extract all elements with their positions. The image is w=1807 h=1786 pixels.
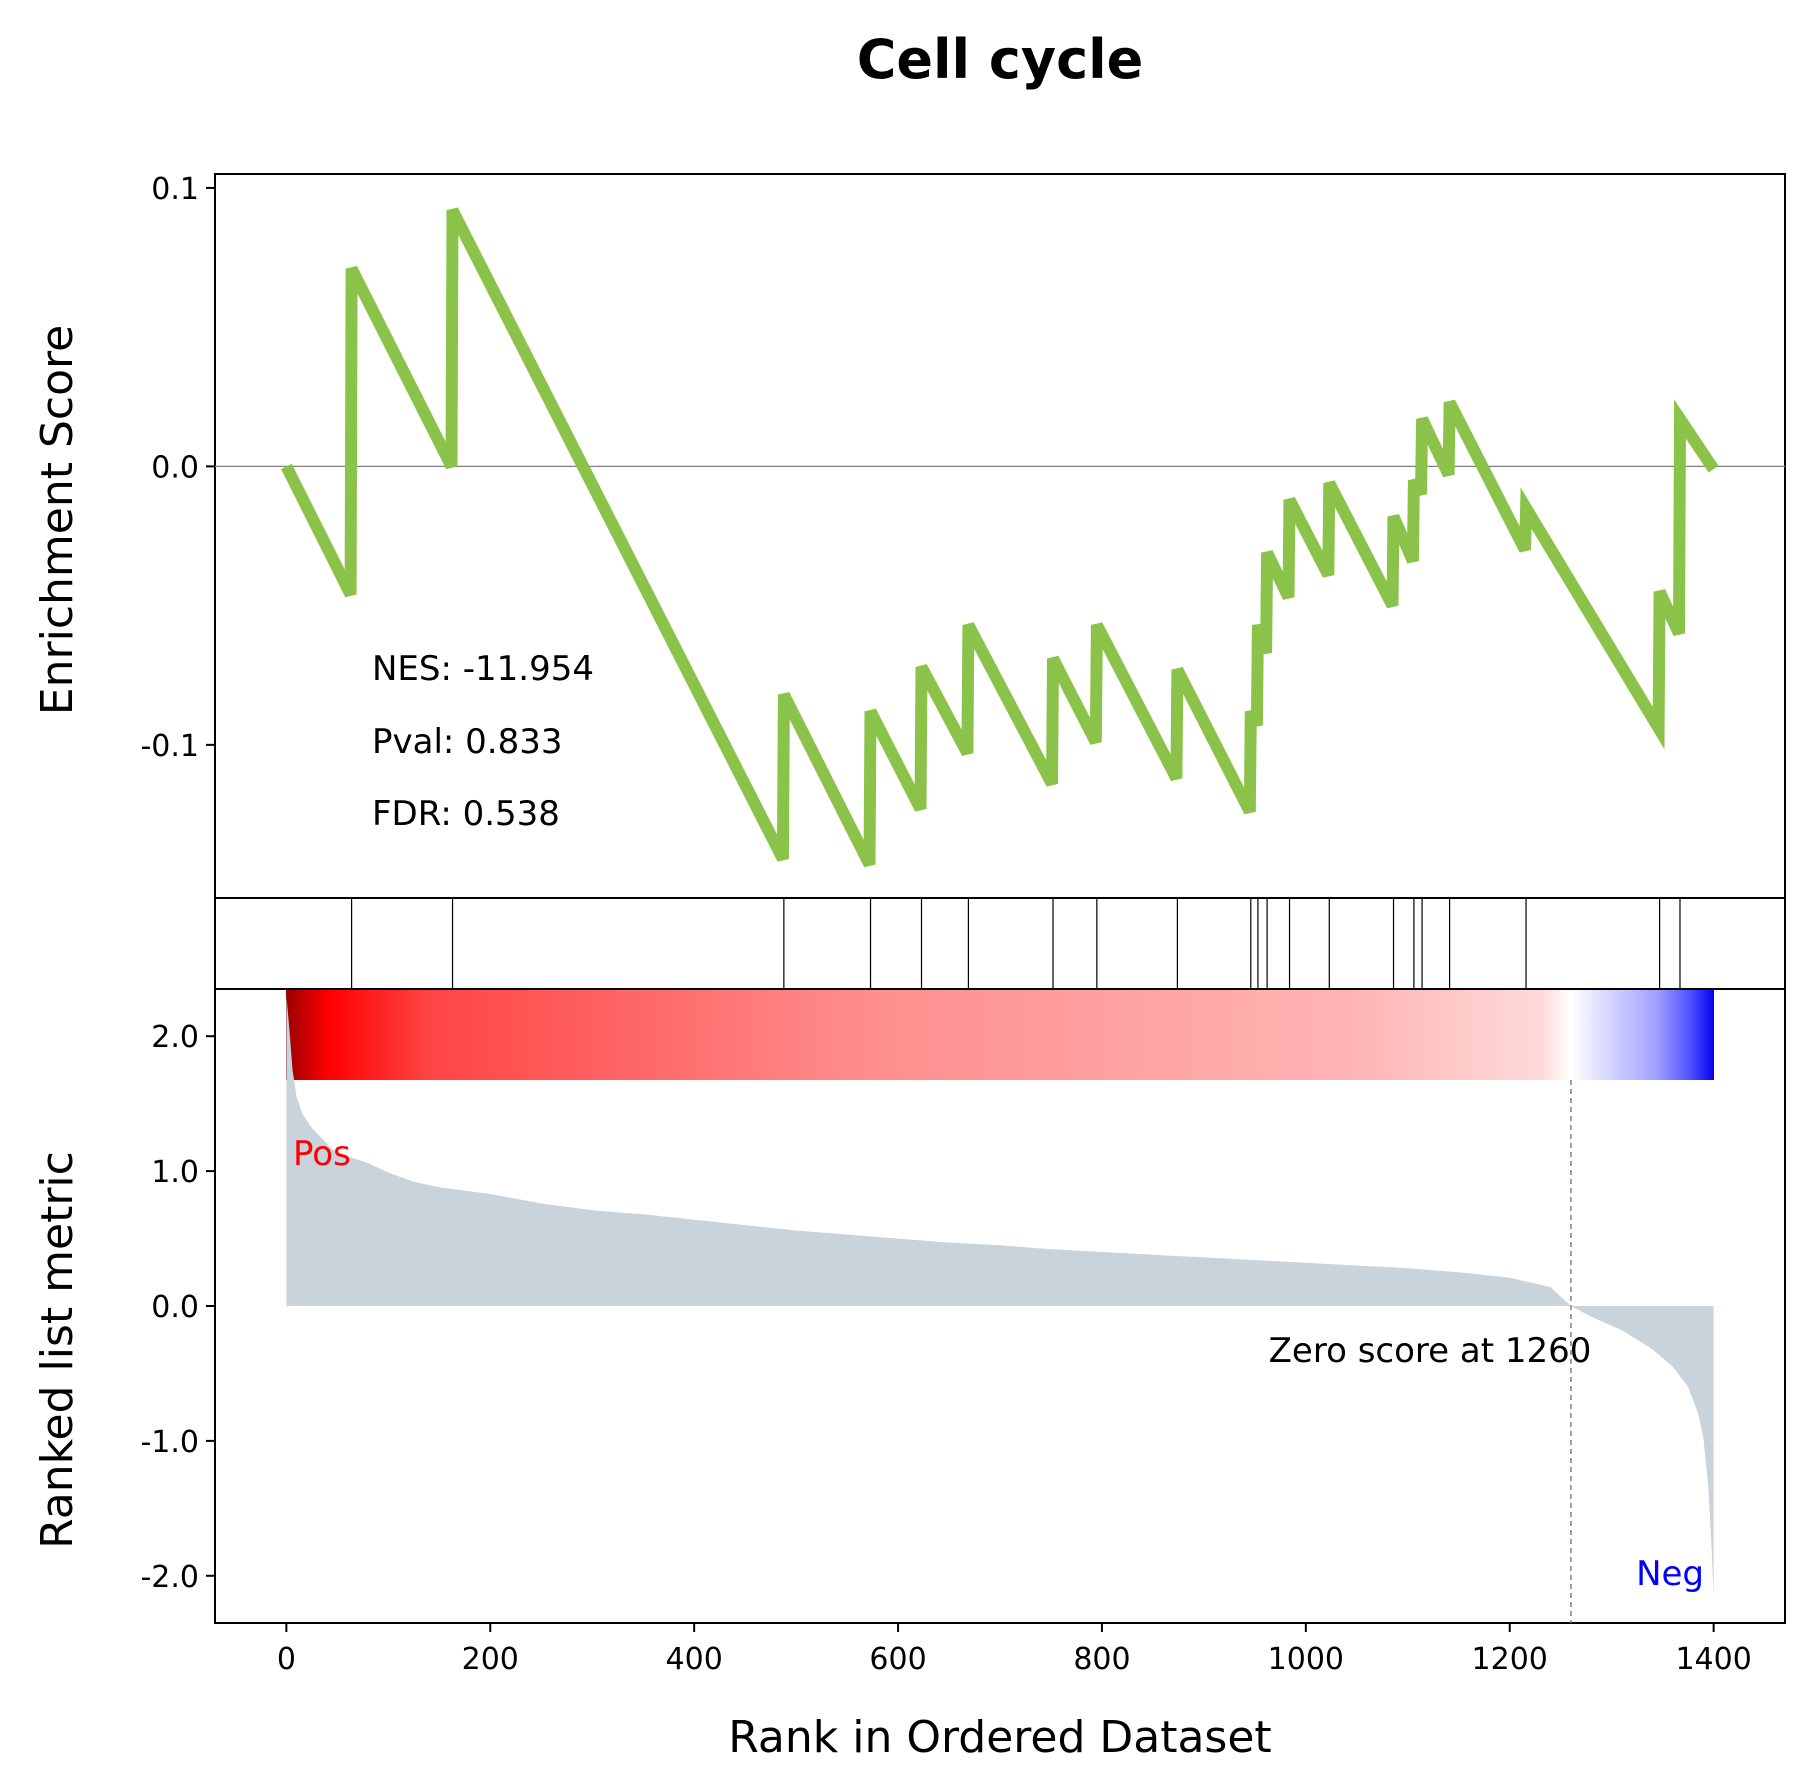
nes-label: NES: -11.954 [372,649,594,689]
x-tick-label: 400 [666,1642,723,1677]
x-tick-label: 1000 [1268,1642,1344,1677]
statistics-block: NES: -11.954 Pval: 0.833 FDR: 0.538 [372,649,594,834]
pval-label: Pval: 0.833 [372,722,563,762]
x-tick-label: 200 [462,1642,519,1677]
ranked-y-tick-label: 2.0 [151,1020,199,1055]
fdr-label: FDR: 0.538 [372,794,560,834]
ranked-y-axis-title: Ranked list metric [32,1151,83,1549]
pos-label: Pos [293,1134,351,1174]
x-axis-title: Rank in Ordered Dataset [728,1712,1271,1763]
hit-markers-panel [214,897,1786,990]
enrichment-y-tick-label: -0.1 [140,729,199,764]
chart-title: Cell cycle [857,28,1143,91]
enrichment-score-panel: 0.1 0.0 -0.1 [140,172,1786,899]
hits-panel-frame [214,897,1786,990]
ranked-y-tick-label: 1.0 [151,1155,199,1190]
x-tick-label: 0 [277,1642,296,1677]
x-tick-label: 1200 [1472,1642,1548,1677]
x-tick-label: 1400 [1675,1642,1751,1677]
ranked-y-tick-label: -2.0 [140,1560,199,1595]
rank-color-bar [286,990,1714,1080]
enrichment-y-tick-label: 0.0 [151,450,199,485]
enrichment-y-axis-title: Enrichment Score [32,325,83,715]
ranked-y-tick-label: 0.0 [151,1290,199,1325]
enrichment-score-line [281,207,1719,868]
ranked-metric-panel: 2.0 1.0 0.0 -1.0 -2.0 0 200 400 600 800 1000 1200 14… [140,988,1786,1677]
enrichment-y-tick-label: 0.1 [151,172,199,207]
x-tick-label: 600 [869,1642,926,1677]
zero-score-label: Zero score at 1260 [1269,1331,1592,1371]
neg-label: Neg [1636,1554,1704,1594]
ranked-metric-area [286,995,1714,1596]
x-tick-label: 800 [1073,1642,1130,1677]
ranked-y-tick-label: -1.0 [140,1425,199,1460]
